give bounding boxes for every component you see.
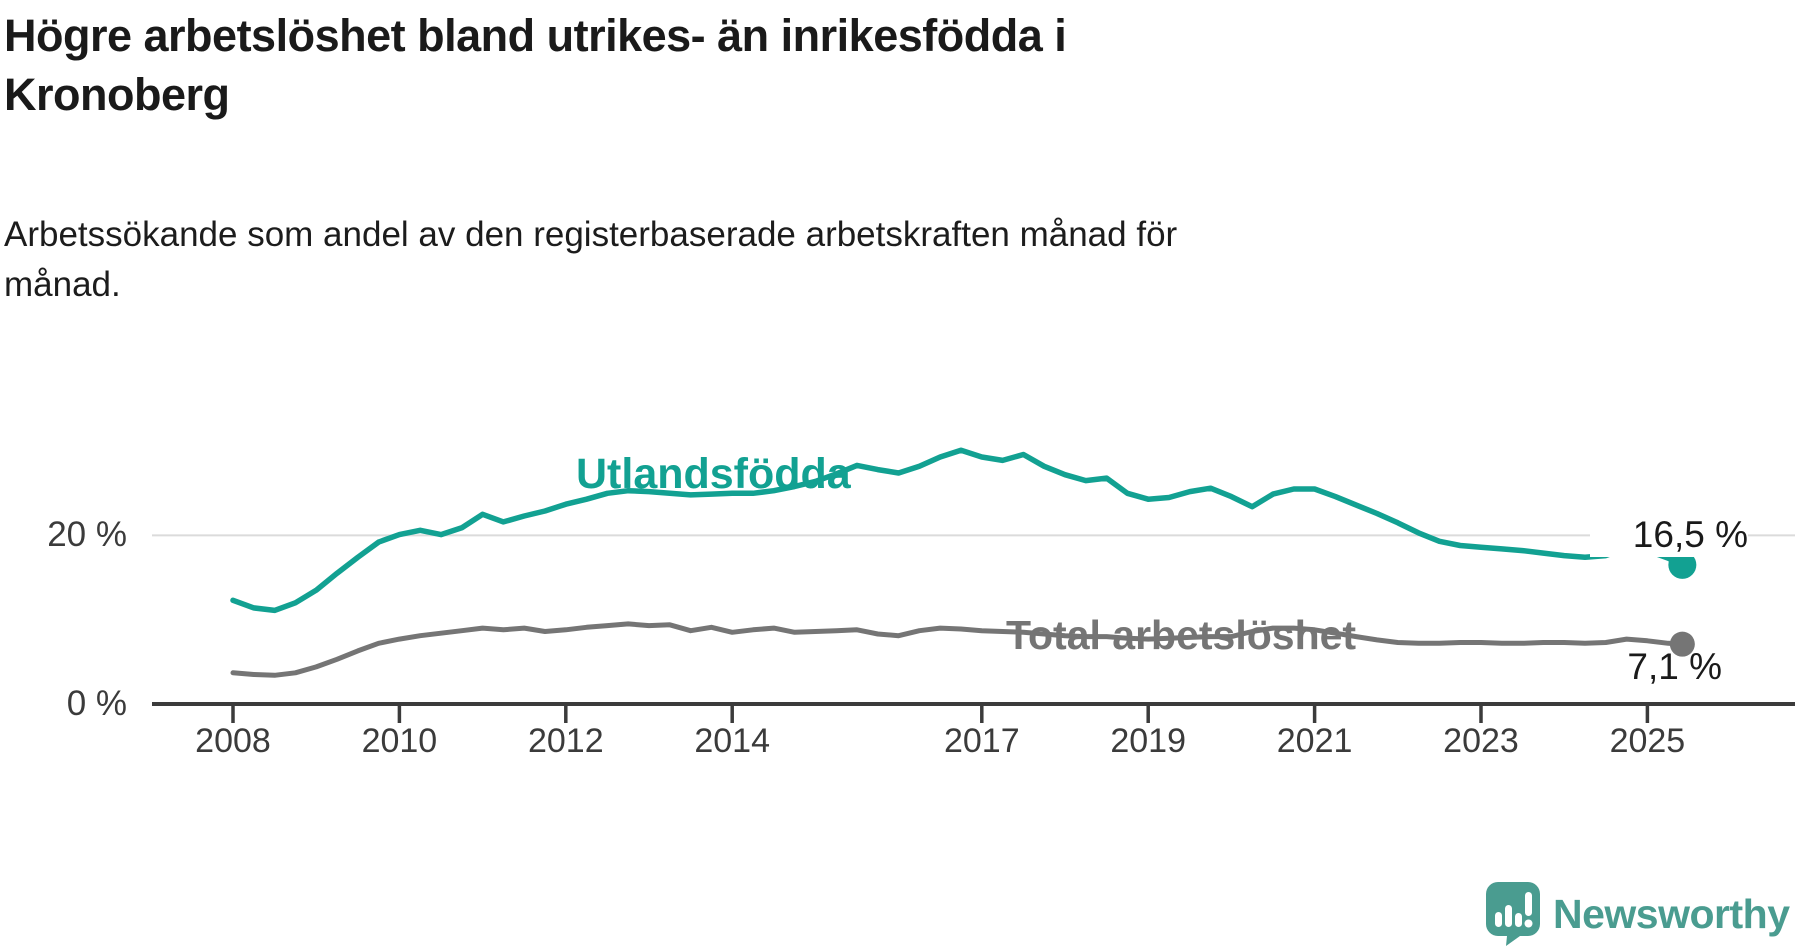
x-tick-label-2012: 2012 (527, 722, 604, 760)
end-value-label-foreign-born: 16,5 % (1590, 513, 1748, 557)
newsworthy-logo-icon (1486, 882, 1540, 946)
end-value-label-total: 7,1 % (1627, 646, 1722, 687)
page-title: Högre arbetslöshet bland utrikes- än inr… (4, 6, 1067, 124)
x-tick-label-2014: 2014 (694, 722, 770, 760)
chart-subtitle-line2: månad. (4, 265, 121, 304)
x-tick-label-2023: 2023 (1443, 722, 1519, 760)
end-dot-total (1669, 631, 1695, 657)
x-tick-label-2021: 2021 (1276, 722, 1353, 760)
y-axis-label-20: 20 % (47, 515, 127, 554)
chart-subtitle: Arbetssökande som andel av den registerb… (4, 210, 1177, 310)
x-tick-label-2017: 2017 (943, 722, 1020, 760)
page-title-line1: Högre arbetslöshet bland utrikes- än inr… (4, 10, 1067, 61)
series-label-total: Total arbetslöshet (1006, 612, 1357, 658)
series-label-foreign-born: Utlandsfödda (576, 450, 851, 498)
x-tick-label-2008: 2008 (195, 722, 271, 760)
x-tick-label-2010: 2010 (361, 722, 438, 760)
newsworthy-logo-link[interactable]: Newsworthy (1486, 882, 1790, 946)
line-total (230, 621, 1685, 678)
chart-subtitle-line1: Arbetssökande som andel av den registerb… (4, 215, 1178, 254)
end-dot-foreign-born (1668, 550, 1697, 579)
page-title-line2: Kronoberg (4, 69, 230, 120)
y-axis-label-0: 0 % (66, 684, 127, 723)
newsworthy-logo-text: Newsworthy (1553, 890, 1790, 937)
line-foreign-born (230, 447, 1686, 614)
x-tick-label-2019: 2019 (1110, 722, 1186, 760)
x-tick-label-2025: 2025 (1609, 722, 1686, 760)
